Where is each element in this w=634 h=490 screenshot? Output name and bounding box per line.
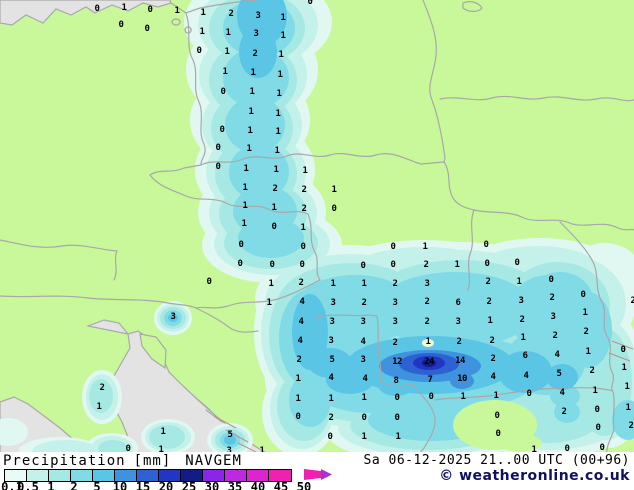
colorbar-segment — [49, 470, 71, 481]
legend-label: Precipitation — [3, 453, 126, 469]
colorbar-segment — [93, 470, 115, 481]
legend-title: Precipitation [mm] NAVGEM — [3, 453, 242, 469]
colorbar-tick: 2 — [70, 480, 78, 490]
colorbar-tick: 50 — [296, 480, 312, 490]
colorbar-tick: 25 — [181, 480, 197, 490]
colorbar-segment — [181, 470, 203, 481]
map-canvas — [0, 0, 634, 453]
forecast-datetime: Sa 06-12-2025 21..00 UTC (00+96) — [363, 453, 630, 468]
colorbar-segment — [137, 470, 159, 481]
legend-bar: Precipitation [mm] NAVGEM 0.1 0.5 1 2 5 10 15 20 2… — [0, 452, 634, 490]
model-name: NAVGEM — [185, 453, 242, 469]
colorbar-tick: 10 — [112, 480, 128, 490]
colorbar-tick: 20 — [158, 480, 174, 490]
colorbar-segment — [5, 470, 27, 481]
colorbar-segment — [203, 470, 225, 481]
colorbar-tick: 0.1 — [1, 480, 23, 490]
colorbar-segment — [71, 470, 93, 481]
legend-unit: [mm] — [133, 453, 172, 469]
colorbar-overflow-arrow — [304, 469, 332, 480]
precip-level-25-layer — [422, 359, 436, 367]
colorbar-tick: 35 — [227, 480, 243, 490]
colorbar-segment — [225, 470, 247, 481]
colorbar-tick: 5 — [93, 480, 101, 490]
colorbar-tick: 0.5 — [17, 480, 39, 490]
colorbar-segment — [115, 470, 137, 481]
colorbar-segment — [159, 470, 181, 481]
baltic-sea — [0, 0, 172, 26]
colorbar-ticks: 0.1 0.5 1 2 5 10 15 20 25 30 35 40 45 50 — [0, 480, 380, 490]
island-coastlines — [213, 340, 634, 453]
colorbar-tick: 45 — [273, 480, 289, 490]
colorbar-segment — [269, 470, 291, 481]
colorbar-segment — [27, 470, 49, 481]
colorbar-tick: 15 — [135, 480, 151, 490]
colorbar-segment — [247, 470, 269, 481]
dry-spot — [422, 339, 434, 347]
colorbar-tick: 1 — [47, 480, 55, 490]
precip-colorbar — [4, 469, 292, 482]
colorbar-tick: 40 — [250, 480, 266, 490]
copyright: © weatheronline.co.uk — [439, 468, 630, 484]
istria-peninsula — [139, 333, 167, 370]
footer-text: Sa 06-12-2025 21..00 UTC (00+96) © weath… — [364, 453, 630, 484]
colorbar-tick: 30 — [204, 480, 220, 490]
dry-gap-overlays — [453, 400, 542, 452]
